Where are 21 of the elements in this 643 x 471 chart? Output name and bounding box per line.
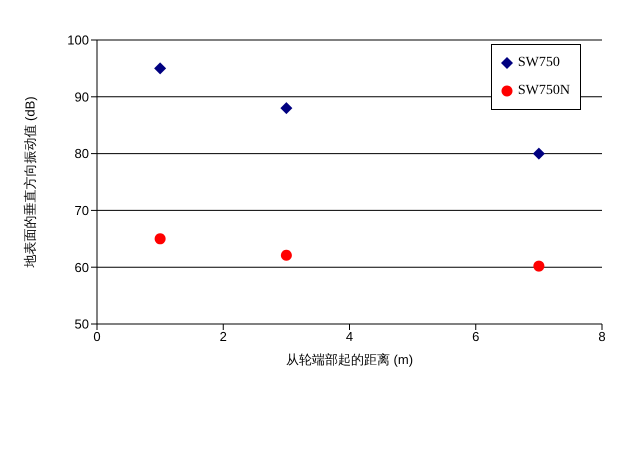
y-axis-title: 地表面的垂直方向振动值 (dB) [22,96,38,269]
y-tick-label: 50 [74,316,89,332]
y-tick-label: 60 [74,260,89,275]
y-tick-label: 70 [74,203,89,218]
point [154,62,166,74]
x-tick-label: 4 [346,329,354,344]
point [533,260,544,272]
x-tick-label: 6 [472,329,480,344]
y-tick-label: 80 [74,146,89,162]
y-tick-label: 90 [74,89,89,104]
legend-label: SW750 [518,55,560,71]
point [154,233,166,244]
x-tick-label: 0 [93,329,101,344]
point [532,148,545,160]
y-tick-label: 100 [67,32,89,48]
x-tick-label: 2 [220,329,227,344]
x-tick-label: 8 [598,329,606,344]
legend-label: SW750N [518,83,570,99]
x-axis-title: 从轮端部起的距离 (m) [286,352,414,367]
point [280,102,292,114]
point [280,250,292,261]
